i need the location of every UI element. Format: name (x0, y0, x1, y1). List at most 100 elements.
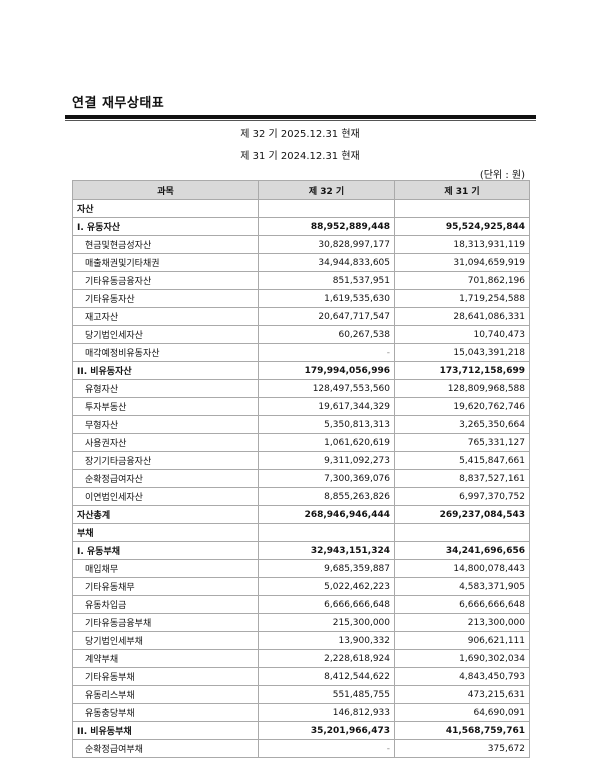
row-label: 기타유동자산 (72, 289, 259, 308)
balance-sheet-table: 과목 제 32 기 제 31 기 자산 I. 유동자산 88,952,889,448… (72, 180, 530, 758)
table-row: 기타유동채무 5,022,462,223 4,583,371,905 (72, 577, 530, 596)
row-label: 부채 (72, 523, 259, 542)
table-row: 순확정급여부채 -375,672 (72, 739, 530, 758)
row-value-current: - (258, 739, 395, 758)
row-label: I. 유동자산 (72, 217, 259, 236)
table-row: 이연법인세자산 8,855,263,826 6,997,370,752 (72, 487, 530, 506)
row-label: II. 비유동부채 (72, 721, 259, 740)
row-value-current: 13,900,332 (258, 631, 395, 650)
row-value-prior: 14,800,078,443 (394, 559, 530, 578)
row-label: II. 비유동자산 (72, 361, 259, 380)
table-row: 부채 (72, 523, 530, 542)
table-row: II. 비유동부채 35,201,966,473 41,568,759,761 (72, 721, 530, 740)
row-value-prior: 41,568,759,761 (394, 721, 530, 740)
row-value-current: 6,666,666,648 (258, 595, 395, 614)
row-label: 유동차입금 (72, 595, 259, 614)
row-value-current: 128,497,553,560 (258, 379, 395, 398)
row-label: 기타유동채무 (72, 577, 259, 596)
row-label: 기타유동금융부채 (72, 613, 259, 632)
row-value-current: 20,647,717,547 (258, 307, 395, 326)
row-value-current: - (258, 343, 395, 362)
row-value-prior: 128,809,968,588 (394, 379, 530, 398)
row-value-current: 146,812,933 (258, 703, 395, 722)
table-row: I. 유동부채 32,943,151,324 34,241,696,656 (72, 541, 530, 560)
row-value-current: 88,952,889,448 (258, 217, 395, 236)
row-label: 당기법인세부채 (72, 631, 259, 650)
row-label: 매입채무 (72, 559, 259, 578)
row-value-current (258, 523, 395, 542)
row-value-current: 34,944,833,605 (258, 253, 395, 272)
row-value-current: 551,485,755 (258, 685, 395, 704)
table-row: 매각예정비유동자산 -15,043,391,218 (72, 343, 530, 362)
table-row: II. 비유동자산 179,994,056,996 173,712,158,699 (72, 361, 530, 380)
row-value-current: 7,300,369,076 (258, 469, 395, 488)
table-row: 기타유동자산 1,619,535,630 1,719,254,588 (72, 289, 530, 308)
row-value-current (258, 199, 395, 218)
row-value-prior: 1,719,254,588 (394, 289, 530, 308)
row-label: 자산 (72, 199, 259, 218)
row-value-prior: 4,843,450,793 (394, 667, 530, 686)
row-value-current: 1,619,535,630 (258, 289, 395, 308)
row-label: 기타유동부채 (72, 667, 259, 686)
row-value-current: 215,300,000 (258, 613, 395, 632)
table-row: 무형자산 5,350,813,313 3,265,350,664 (72, 415, 530, 434)
row-value-prior: 10,740,473 (394, 325, 530, 344)
row-value-current: 1,061,620,619 (258, 433, 395, 452)
table-row: 자산 (72, 199, 530, 218)
row-label: 무형자산 (72, 415, 259, 434)
row-value-prior: 6,666,666,648 (394, 595, 530, 614)
row-value-current: 8,855,263,826 (258, 487, 395, 506)
row-value-prior (394, 199, 530, 218)
row-label: 이연법인세자산 (72, 487, 259, 506)
row-value-prior: 6,997,370,752 (394, 487, 530, 506)
row-value-current: 35,201,966,473 (258, 721, 395, 740)
table-row: 유동차입금 6,666,666,648 6,666,666,648 (72, 595, 530, 614)
row-value-prior: 213,300,000 (394, 613, 530, 632)
header-account: 과목 (72, 180, 259, 200)
table-row: 현금및현금성자산 30,828,997,177 18,313,931,119 (72, 235, 530, 254)
row-label: 계약부채 (72, 649, 259, 668)
row-value-current: 5,022,462,223 (258, 577, 395, 596)
row-label: 기타유동금융자산 (72, 271, 259, 290)
table-row: 유동리스부채 551,485,755 473,215,631 (72, 685, 530, 704)
table-header-row: 과목 제 32 기 제 31 기 (72, 180, 530, 200)
row-label: 재고자산 (72, 307, 259, 326)
row-value-current: 9,311,092,273 (258, 451, 395, 470)
table-row: 매출채권및기타채권 34,944,833,605 31,094,659,919 (72, 253, 530, 272)
row-label: I. 유동부채 (72, 541, 259, 560)
header-current-period: 제 32 기 (258, 180, 395, 200)
row-label: 유동리스부채 (72, 685, 259, 704)
table-row: 계약부채 2,228,618,924 1,690,302,034 (72, 649, 530, 668)
table-row: 자산총계 268,946,946,444 269,237,084,543 (72, 505, 530, 524)
table-row: 사용권자산 1,061,620,619 765,331,127 (72, 433, 530, 452)
table-row: 순확정급여자산 7,300,369,076 8,837,527,161 (72, 469, 530, 488)
row-value-prior: 3,265,350,664 (394, 415, 530, 434)
row-value-prior (394, 523, 530, 542)
period-prior: 제 31 기 2024.12.31 현재 (240, 151, 360, 162)
page-title: 연결 재무상태표 (72, 96, 165, 111)
row-value-prior: 64,690,091 (394, 703, 530, 722)
row-value-current: 60,267,538 (258, 325, 395, 344)
table-row: 기타유동부채 8,412,544,622 4,843,450,793 (72, 667, 530, 686)
table-row: 기타유동금융부채 215,300,000 213,300,000 (72, 613, 530, 632)
row-value-prior: 15,043,391,218 (394, 343, 530, 362)
row-value-prior: 18,313,931,119 (394, 235, 530, 254)
table-row: 재고자산 20,647,717,547 28,641,086,331 (72, 307, 530, 326)
row-label: 유형자산 (72, 379, 259, 398)
row-value-prior: 8,837,527,161 (394, 469, 530, 488)
row-value-prior: 701,862,196 (394, 271, 530, 290)
row-value-prior: 173,712,158,699 (394, 361, 530, 380)
title-divider-thin (65, 120, 536, 121)
table-row: 매입채무 9,685,359,887 14,800,078,443 (72, 559, 530, 578)
title-divider (65, 115, 536, 119)
row-value-current: 9,685,359,887 (258, 559, 395, 578)
table-row: 기타유동금융자산 851,537,951 701,862,196 (72, 271, 530, 290)
row-value-prior: 19,620,762,746 (394, 397, 530, 416)
row-value-prior: 269,237,084,543 (394, 505, 530, 524)
unit-label: (단위 : 원) (479, 170, 525, 181)
row-value-prior: 5,415,847,661 (394, 451, 530, 470)
row-label: 유동충당부채 (72, 703, 259, 722)
table-row: I. 유동자산 88,952,889,448 95,524,925,844 (72, 217, 530, 236)
header-prior-period: 제 31 기 (394, 180, 530, 200)
row-label: 사용권자산 (72, 433, 259, 452)
